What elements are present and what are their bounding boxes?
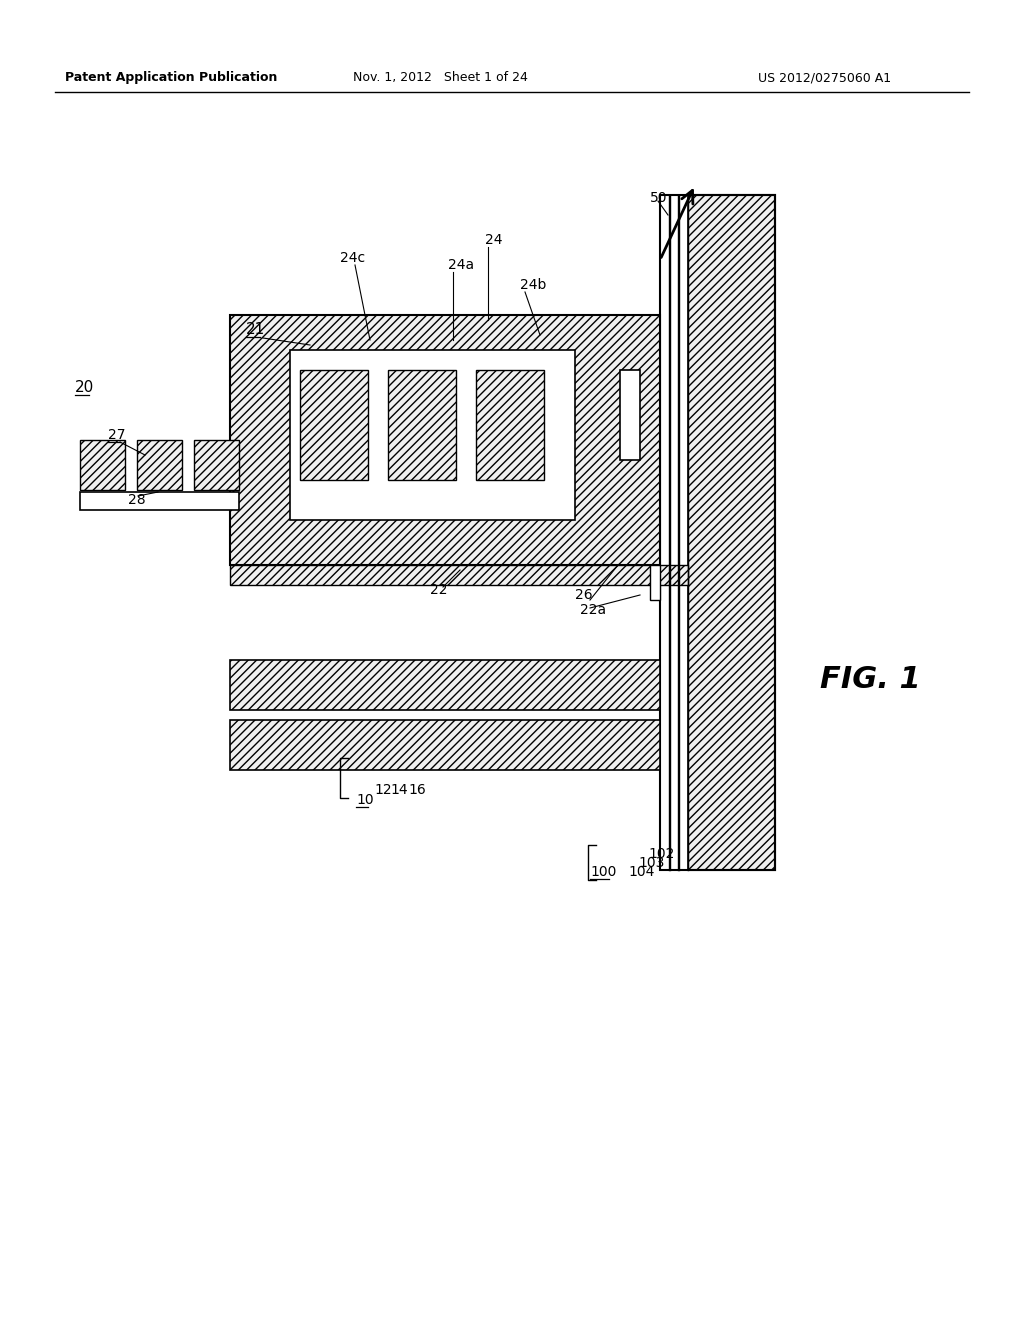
Text: 28: 28 bbox=[128, 492, 145, 507]
Bar bbox=[230, 315, 660, 565]
Text: 104: 104 bbox=[628, 865, 654, 879]
Text: 24: 24 bbox=[485, 234, 503, 247]
Text: Patent Application Publication: Patent Application Publication bbox=[65, 71, 278, 84]
Text: Nov. 1, 2012   Sheet 1 of 24: Nov. 1, 2012 Sheet 1 of 24 bbox=[353, 71, 527, 84]
Bar bbox=[660, 195, 775, 870]
Text: 10: 10 bbox=[356, 793, 374, 807]
Bar bbox=[194, 440, 239, 490]
Text: 103: 103 bbox=[638, 855, 665, 870]
Text: 21: 21 bbox=[246, 322, 265, 338]
Bar bbox=[230, 719, 660, 770]
Bar bbox=[660, 195, 670, 870]
Text: US 2012/0275060 A1: US 2012/0275060 A1 bbox=[758, 71, 891, 84]
Text: 50: 50 bbox=[650, 191, 668, 205]
Bar bbox=[80, 440, 125, 490]
Bar bbox=[388, 370, 456, 480]
Text: 14: 14 bbox=[390, 783, 408, 797]
Text: 20: 20 bbox=[75, 380, 94, 396]
Bar bbox=[670, 195, 679, 870]
Text: 24a: 24a bbox=[449, 257, 474, 272]
Text: 24c: 24c bbox=[340, 251, 366, 265]
Bar bbox=[80, 492, 239, 510]
Bar bbox=[290, 350, 575, 520]
Bar bbox=[679, 195, 688, 870]
Text: 12: 12 bbox=[374, 783, 391, 797]
Text: 22a: 22a bbox=[580, 603, 606, 616]
Text: 27: 27 bbox=[108, 428, 126, 442]
Bar bbox=[476, 370, 544, 480]
Bar bbox=[650, 565, 660, 601]
Bar bbox=[137, 440, 182, 490]
Bar bbox=[660, 195, 688, 870]
Text: 102: 102 bbox=[648, 847, 675, 861]
Text: 26: 26 bbox=[575, 587, 593, 602]
Bar bbox=[620, 370, 640, 459]
Bar bbox=[230, 565, 688, 585]
Text: 16: 16 bbox=[408, 783, 426, 797]
Text: FIG. 1: FIG. 1 bbox=[820, 665, 921, 694]
Bar bbox=[300, 370, 368, 480]
Text: 100: 100 bbox=[590, 865, 616, 879]
Bar bbox=[230, 660, 660, 710]
Text: 22: 22 bbox=[430, 583, 447, 597]
Text: 24b: 24b bbox=[520, 279, 547, 292]
Bar bbox=[688, 195, 775, 870]
